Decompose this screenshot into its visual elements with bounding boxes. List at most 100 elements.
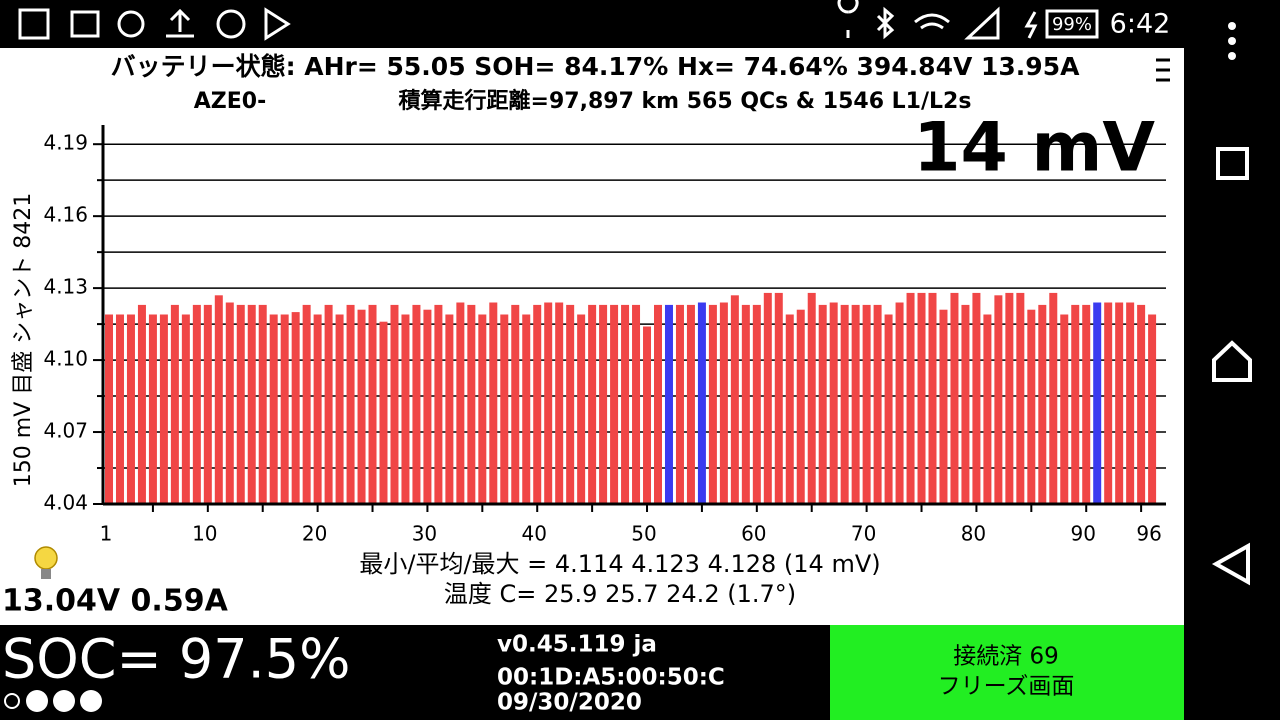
bar <box>335 314 344 504</box>
bar <box>412 304 421 504</box>
bar <box>577 314 586 504</box>
model: AZE0- <box>194 89 266 114</box>
bar <box>1005 292 1014 504</box>
y-tick-label: 4.16 <box>43 203 88 227</box>
x-tick-label: 1 <box>100 522 113 546</box>
bar <box>544 302 553 504</box>
recents-button[interactable] <box>1216 147 1249 180</box>
x-tick-label: 96 <box>1136 522 1161 546</box>
y-tick-label: 4.07 <box>43 419 88 443</box>
bar <box>1038 304 1047 504</box>
bar <box>884 314 893 504</box>
bar <box>126 314 135 504</box>
x-tick-label: 50 <box>631 522 656 546</box>
bar <box>105 314 113 504</box>
bar <box>654 304 662 504</box>
bar <box>610 304 619 504</box>
nav-buttons[interactable] <box>1211 147 1252 586</box>
date: 09/30/2020 <box>497 690 642 716</box>
bar <box>950 292 959 504</box>
bar <box>280 314 289 504</box>
x-tick-label: 30 <box>412 522 437 546</box>
bar <box>719 302 728 504</box>
x-tick-label: 10 <box>192 522 217 546</box>
x-tick-label: 90 <box>1070 522 1095 546</box>
aux-battery: 13.04V 0.59A <box>2 584 229 619</box>
bar <box>225 302 234 504</box>
bar <box>401 314 410 504</box>
bar <box>258 304 267 504</box>
y-tick-label: 4.04 <box>43 491 88 515</box>
x-tick-label: 20 <box>302 522 327 546</box>
y-axis-label: 150 mV 目盛 シャント 8421 <box>11 193 36 487</box>
bar <box>137 304 146 504</box>
bar <box>566 304 575 504</box>
bar <box>236 304 245 504</box>
freeze-screen: フリーズ画面 <box>938 674 1075 700</box>
bar <box>807 292 816 504</box>
bar <box>1126 302 1135 504</box>
bar <box>500 314 509 504</box>
bar <box>533 304 542 504</box>
y-tick-label: 4.13 <box>43 275 88 299</box>
bar <box>785 314 794 504</box>
bar <box>148 314 157 504</box>
activity-dots <box>4 690 102 712</box>
bar <box>664 304 673 504</box>
bar <box>730 295 739 504</box>
bar <box>1093 302 1102 504</box>
bar <box>588 304 597 504</box>
bar <box>357 309 366 504</box>
bar <box>456 302 465 504</box>
x-tick-label: 80 <box>961 522 986 546</box>
spread-annotation: 14 mV <box>913 109 1155 188</box>
overflow-menu[interactable] <box>1228 22 1236 60</box>
bar <box>1137 304 1146 504</box>
bar <box>961 304 970 504</box>
bar <box>1049 292 1058 504</box>
bar <box>1027 309 1036 504</box>
back-button[interactable] <box>1211 542 1250 586</box>
connection-button[interactable] <box>830 625 1184 720</box>
y-tick-label: 4.10 <box>43 347 88 371</box>
bar <box>555 302 564 504</box>
bar <box>1060 314 1069 504</box>
bar <box>346 304 355 504</box>
bar <box>752 304 761 504</box>
battery-status: バッテリー状態: AHr= 55.05 SOH= 84.17% Hx= 74.6… <box>111 52 1081 81</box>
bar <box>478 314 487 504</box>
bar <box>203 304 212 504</box>
plot: 4.04 4.07 4.10 4.13 4.16 4.19 1 10 20 30 40 50 60 70 8… <box>43 125 1166 546</box>
bar <box>214 295 223 504</box>
home-button[interactable] <box>1212 340 1252 382</box>
bar <box>511 304 520 504</box>
bar <box>269 314 278 504</box>
bar <box>643 326 652 504</box>
bar <box>522 314 531 504</box>
menu-icon[interactable] <box>1156 58 1170 82</box>
bar <box>675 304 684 504</box>
soc: SOC= 97.5% <box>2 628 350 691</box>
bar <box>906 292 915 504</box>
bar <box>796 309 805 504</box>
bar <box>972 292 981 504</box>
bar <box>247 304 256 504</box>
version: v0.45.119 ja <box>497 632 657 658</box>
bar <box>895 302 904 504</box>
bar <box>708 304 717 504</box>
connection-status: 接続済 69 <box>953 644 1059 670</box>
bar <box>917 292 926 504</box>
x-tick-label: 60 <box>741 522 766 546</box>
bar <box>115 314 124 504</box>
bar <box>291 312 300 504</box>
bar <box>390 304 399 504</box>
mac-address: 00:1D:A5:00:50:C <box>497 665 725 691</box>
x-tick-label: 40 <box>521 522 546 546</box>
bar <box>697 302 706 504</box>
bar <box>1071 304 1080 504</box>
bar <box>181 314 190 504</box>
bulb-icon <box>34 546 58 579</box>
bar <box>170 304 179 504</box>
bar <box>379 321 388 504</box>
